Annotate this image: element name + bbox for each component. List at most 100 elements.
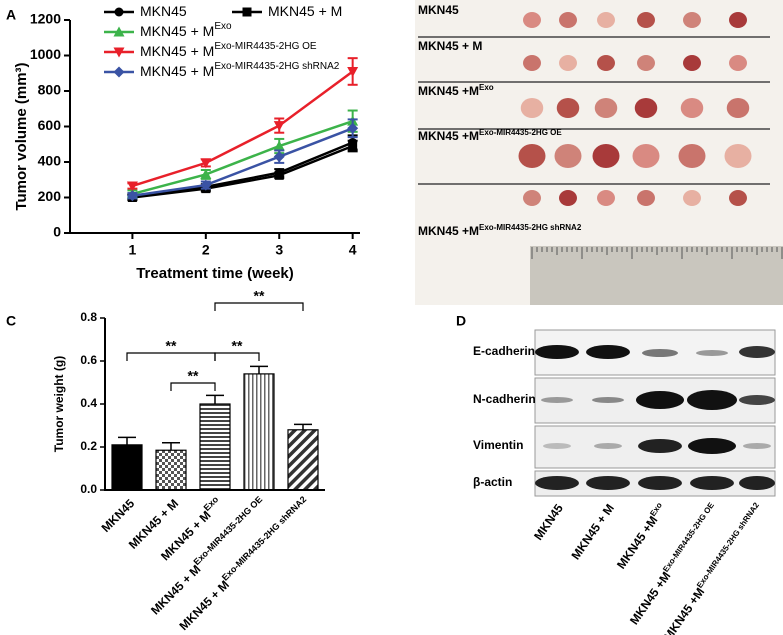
- tumor: [632, 144, 660, 168]
- marker: [113, 26, 125, 37]
- band: [690, 476, 734, 490]
- photo-label-main: MKN45 +M: [418, 84, 479, 98]
- error-bar: [118, 436, 136, 445]
- tumor: [597, 12, 615, 28]
- blot-row-label: Vimentin: [473, 438, 523, 452]
- y-tick-label: 0.8: [80, 310, 97, 324]
- photo-label: MKN45 +MExo: [418, 83, 494, 99]
- band: [688, 438, 736, 454]
- tumor: [680, 98, 704, 118]
- marker: [126, 190, 138, 202]
- panel-label: C: [6, 313, 16, 329]
- band: [541, 397, 573, 403]
- marker: [274, 170, 284, 180]
- marker: [347, 66, 359, 77]
- band: [638, 476, 682, 490]
- legend-label-sup: Exo-MIR4435-2HG shRNA2: [214, 61, 339, 72]
- tumor: [678, 144, 706, 168]
- western-blot: [534, 329, 776, 497]
- marker: [273, 121, 285, 132]
- tumor: [683, 190, 701, 206]
- y-tick-label: 1000: [30, 46, 61, 62]
- legend-label-main: MKN45: [140, 3, 187, 19]
- marker: [348, 141, 358, 151]
- band: [739, 346, 775, 358]
- tumor: [520, 98, 544, 118]
- significance-label: **: [232, 338, 243, 354]
- band: [535, 476, 579, 490]
- band: [586, 476, 630, 490]
- legend-label: MKN45 + MExo: [140, 21, 232, 39]
- legend-label-main: MKN45 + M: [268, 3, 342, 19]
- tumor: [729, 12, 747, 28]
- blot-lane-label-main: MKN45 +M: [627, 569, 673, 627]
- legend-label: MKN45: [140, 3, 187, 19]
- legend-label-main: MKN45 + M: [140, 63, 214, 79]
- blot-lane-label: MKN45 +MExo-MIR4435-2HG OE: [626, 500, 722, 627]
- y-tick-label: 0.4: [80, 396, 97, 410]
- panel-label: A: [6, 7, 16, 23]
- band: [594, 443, 622, 449]
- legend-label: MKN45 + M: [268, 3, 342, 19]
- blot-lane-label: MKN45 + M: [569, 502, 617, 563]
- y-tick-label: 0.6: [80, 353, 97, 367]
- tumor: [592, 144, 620, 168]
- tumor: [729, 55, 747, 71]
- blot-lane-label: MKN45 +MExo: [613, 501, 669, 572]
- y-axis-label: Tumor weight (g): [52, 356, 66, 452]
- tumor: [559, 12, 577, 28]
- x-tick-label-sup: Exo: [202, 494, 221, 513]
- marker: [126, 181, 138, 192]
- photo: [418, 12, 783, 259]
- marker: [242, 7, 252, 17]
- bar: [243, 373, 275, 491]
- bar: [155, 449, 187, 491]
- blot-lane-label-main: MKN45: [531, 501, 566, 543]
- marker: [200, 158, 212, 169]
- x-tick-label: 4: [349, 242, 357, 258]
- panel-label: D: [456, 313, 466, 329]
- series-line: [132, 141, 354, 198]
- y-axis-label: Tumor volume (mm³): [13, 62, 30, 210]
- photo-label: MKN45: [418, 3, 459, 17]
- marker: [273, 151, 285, 163]
- x-tick-label: 2: [202, 242, 210, 258]
- tumor: [683, 55, 701, 71]
- tumor: [683, 12, 701, 28]
- series-line: [132, 70, 354, 188]
- band: [543, 443, 571, 449]
- photo-label-main: MKN45 +M: [418, 224, 479, 238]
- blot-row-label: E-cadherin: [473, 344, 535, 358]
- blot-lane-label: MKN45: [531, 501, 566, 543]
- blot-lane-label-sup: Exo-MIR4435-2HG OE: [661, 500, 716, 573]
- blot-lane-label: MKN45 +MExo-MIR4435-2HG shRNA2: [660, 500, 767, 635]
- x-tick-label: MKN45: [99, 496, 138, 535]
- legend-label-main: MKN45 + M: [140, 23, 214, 39]
- tumor: [559, 55, 577, 71]
- y-tick-label: 600: [38, 117, 62, 133]
- y-tick-label: 800: [38, 82, 62, 98]
- series-line: [132, 119, 354, 196]
- error-bar: [162, 441, 180, 451]
- band: [586, 345, 630, 359]
- y-tick-label: 1200: [30, 11, 61, 27]
- tumor: [518, 144, 546, 168]
- blot-row-label: β-actin: [473, 475, 512, 489]
- photo-label-sup: Exo-MIR4435-2HG OE: [479, 128, 562, 137]
- legend-label: MKN45 + MExo-MIR4435-2HG shRNA2: [140, 61, 340, 79]
- tumor: [637, 55, 655, 71]
- tumor: [637, 190, 655, 206]
- band: [638, 439, 682, 453]
- band: [687, 390, 737, 410]
- axis: [104, 318, 325, 491]
- band: [743, 443, 771, 449]
- legend-label-sup: Exo: [214, 21, 232, 32]
- blot-lane-label-main: MKN45 +M: [614, 514, 660, 572]
- x-tick-label: 3: [275, 242, 283, 258]
- tumor: [556, 98, 580, 118]
- significance-label: **: [166, 338, 177, 354]
- photo-label: MKN45 +MExo-MIR4435-2HG OE: [418, 128, 562, 144]
- tumor: [597, 190, 615, 206]
- photo-label: MKN45 + M: [418, 39, 482, 53]
